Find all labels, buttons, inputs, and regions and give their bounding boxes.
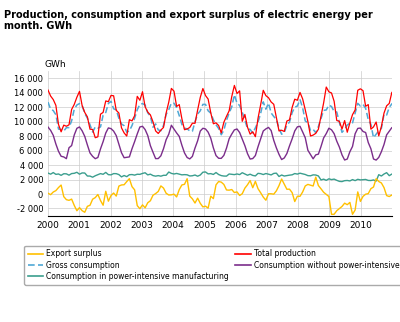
Text: GWh: GWh [44, 61, 66, 70]
Legend: Export surplus, Gross consumption, Consumption in power-intensive manufacturing,: Export surplus, Gross consumption, Consu… [24, 246, 400, 285]
Text: Production, consumption and export surplus of electric energy per
month. GWh: Production, consumption and export surpl… [4, 10, 373, 31]
